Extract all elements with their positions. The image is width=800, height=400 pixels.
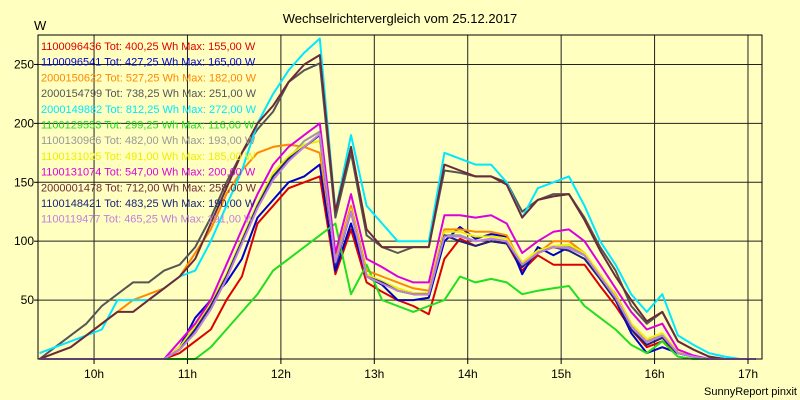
y-axis: 50 100 150 200 250 [14,57,38,307]
legend-entry-1100096436: 1100096436 Tot: 400,25 Wh Max: 155,00 W [41,41,256,53]
x-tick-label: 15h [551,367,571,381]
chart-title: Wechselrichtervergleich vom 25.12.2017 [283,11,518,26]
legend-entry-1100096541: 1100096541 Tot: 427,25 Wh Max: 165,00 W [41,57,256,69]
x-tick-label: 12h [271,367,291,381]
legend-entry-1100129553: 1100129553 Tot: 299,25 Wh Max: 116,00 W [41,120,255,132]
y-tick-label: 50 [21,293,35,307]
legend-entry-2000154799: 2000154799 Tot: 738,25 Wh Max: 251,00 W [41,88,257,100]
x-axis: 10h 11h 12h 13h 14h 15h 16h 17h [84,359,758,381]
legend: 1100096436 Tot: 400,25 Wh Max: 155,00 W 1… [41,41,257,226]
legend-entry-2000150622: 2000150622 Tot: 527,25 Wh Max: 182,00 W [41,72,257,84]
legend-entry-1100148421: 1100148421 Tot: 483,25 Wh Max: 190,00 W [41,198,256,210]
x-tick-label: 11h [178,367,197,381]
y-tick-label: 200 [14,116,34,130]
x-tick-label: 16h [645,367,665,381]
series-line-2000001478 [39,54,756,360]
legend-entry-1100131025: 1100131025 Tot: 491,00 Wh Max: 185,00 W [41,151,256,163]
series-line-2000154799 [38,62,756,360]
x-tick-label: 17h [738,367,758,381]
x-tick-label: 14h [458,367,478,381]
credit-text: SunnyReport pinxit [704,386,797,398]
legend-entry-1100131074: 1100131074 Tot: 547,00 Wh Max: 200,00 W [41,167,256,179]
y-tick-label: 150 [14,175,34,189]
x-tick-label: 10h [84,367,104,381]
legend-entry-1100130966: 1100130966 Tot: 482,00 Wh Max: 193,00 W [41,135,256,147]
y-axis-label: W [34,18,47,33]
legend-entry-1100119477: 1100119477 Tot: 465,25 Wh Max: 191,00 W [41,214,255,226]
legend-entry-2000001478: 2000001478 Tot: 712,00 Wh Max: 258,00 W [41,182,257,194]
y-tick-label: 100 [14,234,34,248]
x-tick-label: 13h [364,367,384,381]
legend-entry-2000149882: 2000149882 Tot: 812,25 Wh Max: 272,00 W [41,104,257,116]
y-tick-label: 250 [14,57,34,71]
plot-frame [37,34,763,360]
